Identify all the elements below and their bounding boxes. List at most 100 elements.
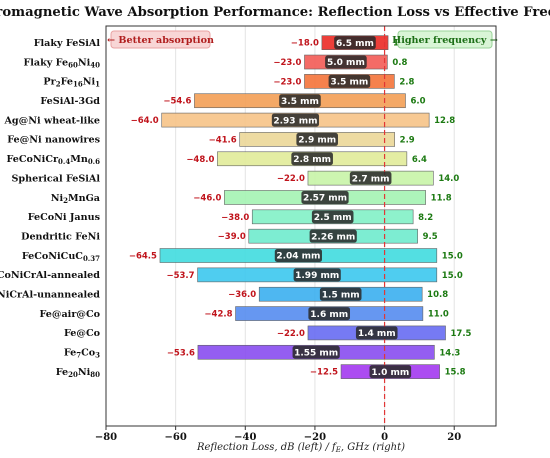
fe-value-label: 0.8 [392, 58, 407, 68]
thickness-badge [293, 268, 341, 282]
fe-value-label: 11.8 [431, 193, 452, 203]
x-tick-label: −20 [304, 432, 326, 443]
thickness-badge [369, 365, 412, 379]
thickness-label: 3.5 mm [330, 78, 368, 88]
x-tick-label: 0 [381, 432, 388, 443]
x-tick-label: −80 [95, 432, 117, 443]
thickness-label: 1.55 mm [294, 348, 338, 358]
fe-value-label: 14.0 [438, 174, 459, 184]
higher-frequency-box [397, 30, 493, 49]
thickness-badge [349, 171, 392, 185]
fe-value-label: 15.0 [442, 252, 463, 262]
thickness-label: 2.93 mm [273, 116, 317, 126]
thickness-badge [291, 152, 333, 166]
category-label: Ni2MnGa [51, 193, 100, 205]
plot-frame [105, 25, 497, 427]
thickness-label: 3.5 mm [281, 97, 319, 107]
thickness-badge [355, 326, 398, 340]
rl-value-label: −54.6 [163, 97, 191, 107]
category-label: Spherical FeSiAl [11, 173, 100, 184]
rl-value-label: −12.5 [310, 368, 338, 378]
rl-value-label: −18.0 [291, 39, 319, 49]
thickness-label: 1.99 mm [295, 271, 339, 281]
category-label: Flaky Fe60Ni40 [23, 57, 100, 69]
category-label: Fe7Co3 [64, 348, 100, 360]
thickness-badge [319, 287, 362, 301]
x-tick-label: −40 [234, 432, 256, 443]
category-label: FeCoNiCr0.4Mn0.6 [6, 154, 100, 166]
category-label: FeCoNi Janus [28, 212, 100, 223]
thickness-badge [328, 74, 371, 88]
rl-value-label: −64.0 [131, 116, 159, 126]
category-label: Fe@Co [64, 328, 101, 339]
thickness-badge [271, 113, 320, 127]
category-label: Fe@Ni nanowires [7, 135, 100, 146]
rl-value-label: −48.0 [186, 155, 214, 165]
fe-value-label: 9.5 [423, 232, 438, 242]
fe-value-label: 11.0 [428, 310, 449, 320]
thickness-label: 2.26 mm [311, 232, 355, 242]
fe-value-label: 12.8 [434, 116, 455, 126]
thickness-badge [325, 55, 367, 69]
fe-value-label: 10.8 [427, 290, 448, 300]
rl-value-label: −46.0 [193, 193, 221, 203]
category-label: Dendritic FeNi [21, 231, 100, 242]
thickness-badge [301, 190, 349, 204]
x-axis-label: Reflection Loss, dB (left) / fE, GHz (ri… [196, 442, 405, 454]
category-label: FeSiAl-3Gd [40, 96, 100, 107]
fe-value-label: 2.9 [400, 135, 415, 145]
bar-labels: −18.01.06.5 mm−23.00.85.0 mm−23.02.83.5 … [129, 36, 472, 379]
category-label: Fe@air@Co [39, 309, 100, 320]
fe-value-label: 6.4 [412, 155, 427, 165]
thickness-label: 2.57 mm [303, 194, 347, 204]
rl-value-label: −36.0 [228, 290, 256, 300]
category-label: FeCoNiCrAl-annealed [0, 270, 100, 281]
rl-value-label: −39.0 [218, 232, 246, 242]
thickness-label: 1.5 mm [322, 290, 360, 300]
rl-value-label: −53.6 [167, 348, 195, 358]
rl-value-label: −23.0 [273, 58, 301, 68]
fe-value-label: 8.2 [418, 213, 433, 223]
thickness-badge [308, 307, 351, 321]
rl-value-label: −64.5 [129, 252, 157, 262]
thickness-label: 1.0 mm [371, 368, 409, 378]
thickness-label: 2.8 mm [293, 155, 331, 165]
fe-value-label: 15.0 [442, 271, 463, 281]
thickness-badge [311, 210, 354, 224]
x-axis: −80 −60 −40 −20 0 20 [95, 426, 461, 443]
better-absorption-label: ← Better absorption [107, 35, 214, 46]
thickness-badge [292, 345, 340, 359]
rl-value-label: −23.0 [273, 77, 301, 87]
rl-value-label: −53.7 [166, 271, 194, 281]
x-tick-label: −60 [164, 432, 186, 443]
thickness-badge [274, 249, 322, 263]
rl-value-label: −22.0 [277, 329, 305, 339]
thickness-label: 1.4 mm [358, 329, 396, 339]
thickness-label: 6.5 mm [336, 39, 374, 49]
thickness-label: 2.7 mm [352, 174, 390, 184]
thickness-badge [279, 94, 321, 108]
thickness-badge [334, 36, 376, 50]
category-label: FeCoNiCuC0.37 [22, 251, 100, 263]
chart-title: Electromagnetic Wave Absorption Performa… [0, 5, 550, 20]
thickness-label: 2.9 mm [298, 136, 336, 146]
thickness-label: 5.0 mm [327, 58, 365, 68]
annotations: ← Better absorption Higher frequency → [107, 30, 498, 49]
rl-value-label: −22.0 [277, 174, 305, 184]
x-tick-label: 20 [447, 432, 461, 443]
category-label: Pr2Fe16Ni1 [43, 77, 100, 89]
thickness-badge [309, 229, 357, 243]
rl-value-label: −41.6 [209, 135, 237, 145]
thickness-label: 2.5 mm [314, 213, 352, 223]
fe-value-label: 6.0 [410, 97, 425, 107]
fe-value-label: 14.3 [439, 348, 460, 358]
category-label: Flaky FeSiAl [34, 38, 101, 49]
category-label: Fe20Ni80 [56, 367, 100, 379]
rl-value-label: −42.8 [204, 310, 232, 320]
thickness-label: 2.04 mm [276, 252, 320, 262]
rl-value-label: −38.0 [221, 213, 249, 223]
higher-frequency-label: Higher frequency → [392, 35, 498, 46]
thickness-badge [296, 132, 338, 146]
category-label: Ag@Ni wheat-like [3, 115, 100, 126]
